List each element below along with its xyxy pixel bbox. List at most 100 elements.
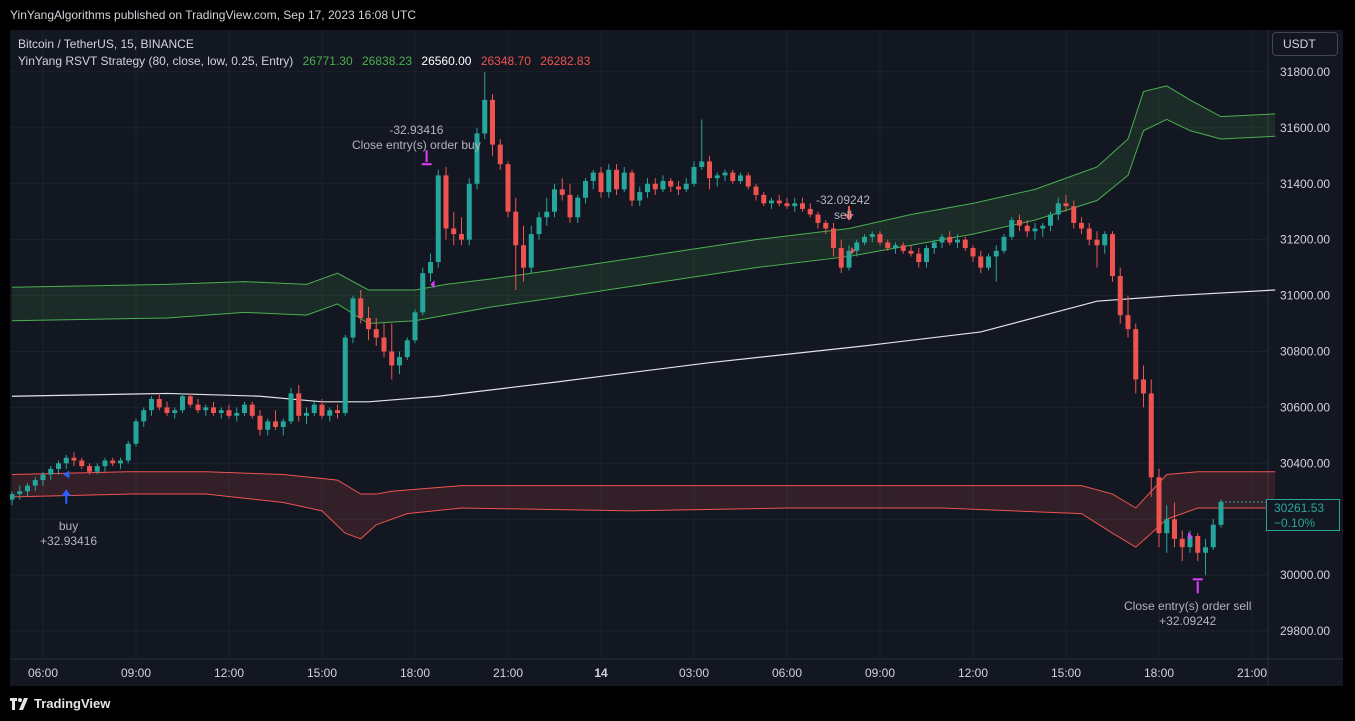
candle-up xyxy=(466,183,472,240)
close-sell-point-icon xyxy=(1188,531,1192,540)
candle-down xyxy=(226,410,232,416)
close-sell-label: Close entry(s) order sell xyxy=(1124,599,1252,613)
candle-down xyxy=(1172,519,1177,539)
y-axis-label: 30000.00 xyxy=(1280,568,1330,582)
candle-up xyxy=(637,192,643,201)
close-buy-label: Close entry(s) order buy xyxy=(352,138,481,152)
candle-up xyxy=(683,183,689,190)
candle-down xyxy=(1141,379,1146,394)
symbol-title[interactable]: Bitcoin / TetherUS, 15, BINANCE xyxy=(18,37,194,51)
candle-down xyxy=(459,234,464,240)
indicator-value-3: 26560.00 xyxy=(421,54,472,68)
indicator-legend[interactable]: YinYang RSVT Strategy (80, close, low, 0… xyxy=(18,53,590,70)
buy-annotation: buy +32.93416 xyxy=(40,519,97,549)
candle-down xyxy=(567,194,573,218)
upper-band-fill xyxy=(12,85,1276,324)
buy-value: +32.93416 xyxy=(40,534,98,548)
candle-up xyxy=(986,256,991,268)
candle-down xyxy=(211,407,216,413)
candle-down xyxy=(79,460,85,467)
candle-up xyxy=(1055,203,1061,215)
candle-down xyxy=(195,404,201,411)
candle-up xyxy=(893,245,898,249)
candle-down xyxy=(490,99,495,145)
candle-down xyxy=(373,329,379,338)
candle-down xyxy=(443,175,449,229)
x-axis-label: 06:00 xyxy=(28,666,58,680)
footer-bar: TradingView xyxy=(0,686,1355,721)
candle-up xyxy=(40,474,46,481)
x-axis-label: 03:00 xyxy=(679,666,709,680)
candle-up xyxy=(1102,234,1108,246)
candle-up xyxy=(404,340,410,358)
candle-down xyxy=(187,396,193,405)
y-axis-label: 31600.00 xyxy=(1280,121,1330,135)
candle-up xyxy=(118,460,123,464)
candle-down xyxy=(521,245,526,268)
candle-up xyxy=(544,211,550,218)
candle-down xyxy=(71,457,77,461)
x-axis-label: 12:00 xyxy=(214,666,244,680)
chart-canvas[interactable]: 31800.00 31600.00 31400.00 31200.00 31000.00… xyxy=(10,30,1343,686)
candle-down xyxy=(559,189,565,195)
candle-down xyxy=(962,239,968,249)
candle-up xyxy=(25,485,30,492)
candle-up xyxy=(10,494,15,500)
candle-down xyxy=(249,404,255,416)
candle-down xyxy=(1156,477,1162,534)
candle-down xyxy=(273,421,278,427)
candle-down xyxy=(776,200,782,204)
sell-label: sell xyxy=(834,208,853,222)
x-axis-label: 21:00 xyxy=(493,666,523,680)
candle-down xyxy=(156,399,162,408)
lower-band-inner-line xyxy=(11,493,1276,548)
candle-up xyxy=(645,183,650,193)
buy-entry-marker-icon xyxy=(63,470,70,479)
candle-up xyxy=(482,99,488,134)
x-axis-label: 09:00 xyxy=(121,666,151,680)
candle-down xyxy=(831,228,836,249)
candle-down xyxy=(1125,315,1131,330)
y-axis-label: 31400.00 xyxy=(1280,177,1330,191)
sell-annotation: -32.09242 sell xyxy=(816,193,870,223)
chart-legend: Bitcoin / TetherUS, 15, BINANCE YinYang … xyxy=(18,36,590,70)
candle-down xyxy=(1079,222,1084,229)
x-axis-label: 21:00 xyxy=(1237,666,1267,680)
sell-arrow-icon-head xyxy=(844,214,854,221)
candle-up xyxy=(63,457,69,464)
last-price-change: −0.10% xyxy=(1274,516,1316,530)
candle-down xyxy=(807,208,813,215)
candle-up xyxy=(606,169,612,193)
candle-down xyxy=(753,186,759,195)
currency-button[interactable]: USDT xyxy=(1272,32,1338,56)
candle-up xyxy=(218,410,224,413)
candle-up xyxy=(149,399,154,411)
candle-up xyxy=(234,412,240,416)
candle-down xyxy=(389,351,395,366)
chart-area[interactable]: 31800.00 31600.00 31400.00 31200.00 31000.00… xyxy=(10,30,1343,686)
candle-down xyxy=(970,248,976,257)
candle-down xyxy=(1110,234,1115,277)
candle-down xyxy=(707,161,712,179)
candle-down xyxy=(838,248,844,268)
y-axis-label: 31800.00 xyxy=(1280,65,1330,79)
candle-up xyxy=(180,396,185,411)
candle-down xyxy=(668,180,674,187)
candle-up xyxy=(993,250,999,257)
candle-up xyxy=(590,172,596,181)
candle-down xyxy=(1094,239,1100,246)
candle-up xyxy=(1164,519,1170,534)
buy-label: buy xyxy=(58,519,79,533)
candle-up xyxy=(288,393,294,422)
candle-down xyxy=(784,203,790,207)
publisher-line: YinYangAlgorithms published on TradingVi… xyxy=(10,8,417,22)
candle-down xyxy=(916,253,922,263)
tradingview-logo[interactable]: TradingView xyxy=(10,696,110,711)
candle-down xyxy=(652,183,658,190)
candle-up xyxy=(722,172,728,176)
candle-up xyxy=(583,180,588,198)
candle-down xyxy=(761,194,767,204)
candle-up xyxy=(474,133,480,184)
indicator-value-1: 26771.30 xyxy=(302,54,353,68)
y-axis-label: 30600.00 xyxy=(1280,400,1330,414)
